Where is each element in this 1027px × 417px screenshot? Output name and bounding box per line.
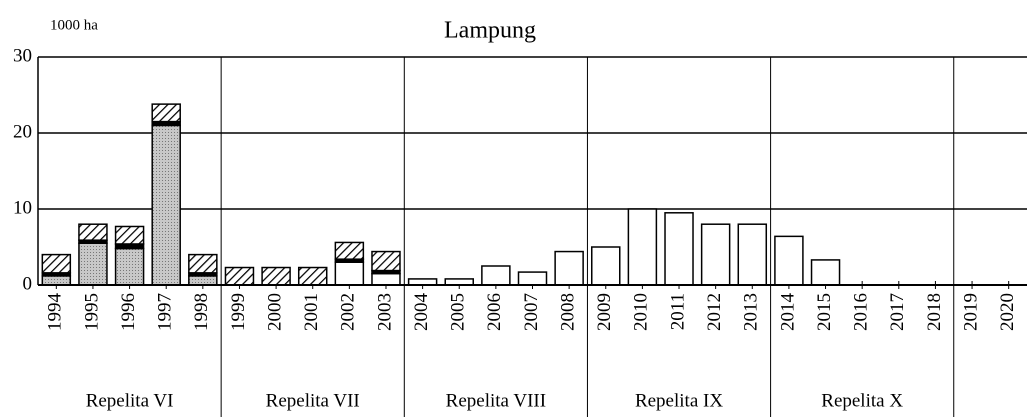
x-tick-label: 2005 [448, 293, 469, 331]
x-tick-label: 2010 [631, 293, 652, 331]
x-tick-label: 2018 [924, 293, 945, 331]
x-tick-label: 2002 [338, 293, 359, 331]
x-tick-label: 2007 [521, 293, 542, 331]
x-tick-label: 2019 [960, 293, 981, 331]
x-tick-label: 2012 [704, 293, 725, 331]
bar-segment [41, 253, 72, 274]
bar-segment [481, 265, 511, 286]
x-tick-label: 1999 [228, 293, 249, 331]
bar-segment [114, 247, 145, 286]
x-tick-label: 1997 [155, 293, 176, 331]
x-tick-label: 2020 [997, 293, 1018, 331]
bar-segment [591, 246, 621, 286]
bar-segment [627, 208, 658, 286]
bar-segment [297, 266, 328, 286]
bar-segment [151, 124, 181, 286]
y-tick-label: 10 [13, 197, 32, 218]
x-tick-label: 1994 [45, 293, 66, 332]
group-label: Repelita IX [635, 390, 723, 411]
x-tick-label: 2011 [667, 293, 688, 330]
y-tick-label: 30 [13, 45, 32, 66]
bar-segment [334, 241, 365, 260]
group-label: Repelita VI [86, 390, 174, 411]
bar-segment [78, 242, 108, 286]
x-tick-label: 1996 [118, 293, 139, 331]
bar-segment [664, 212, 694, 286]
bar-segment [371, 250, 401, 272]
bar-segment [517, 271, 548, 286]
bar-segment [737, 223, 768, 286]
bar-segment [188, 275, 218, 286]
bar-segment [371, 272, 401, 286]
group-label: Repelita X [821, 390, 903, 411]
x-tick-label: 2009 [594, 293, 615, 331]
y-tick-label: 20 [13, 121, 32, 142]
bar-segment [810, 259, 841, 286]
bar-segment [261, 266, 291, 286]
bar-segment [41, 275, 72, 286]
y-axis-label: 1000 ha [50, 17, 98, 33]
x-tick-label: 2001 [301, 293, 322, 331]
x-tick-label: 2008 [557, 293, 578, 331]
x-tick-label: 2015 [814, 293, 835, 331]
bar-segment [224, 266, 255, 286]
x-tick-label: 2017 [887, 293, 908, 331]
bar-segment [554, 250, 584, 286]
y-tick-label: 0 [23, 273, 33, 294]
x-tick-label: 1995 [81, 293, 102, 331]
x-tick-label: 2004 [411, 293, 432, 332]
bar-segment [78, 223, 108, 241]
group-label: Repelita VIII [446, 390, 546, 411]
x-tick-label: 2016 [851, 293, 872, 331]
bar-segment [774, 235, 804, 286]
x-tick-label: 2013 [741, 293, 762, 331]
bar-segment [334, 261, 365, 286]
bar-segment [114, 225, 145, 245]
bar-segment [151, 103, 181, 123]
x-tick-label: 2006 [484, 293, 505, 331]
x-tick-label: 1998 [191, 293, 212, 331]
group-label: Repelita VII [266, 390, 360, 411]
bar-segment [188, 253, 218, 274]
x-tick-label: 2000 [264, 293, 285, 331]
x-tick-label: 2014 [777, 293, 798, 332]
x-tick-label: 2003 [374, 293, 395, 331]
chart-title: Lampung [444, 18, 536, 44]
bar-segment [700, 223, 731, 286]
